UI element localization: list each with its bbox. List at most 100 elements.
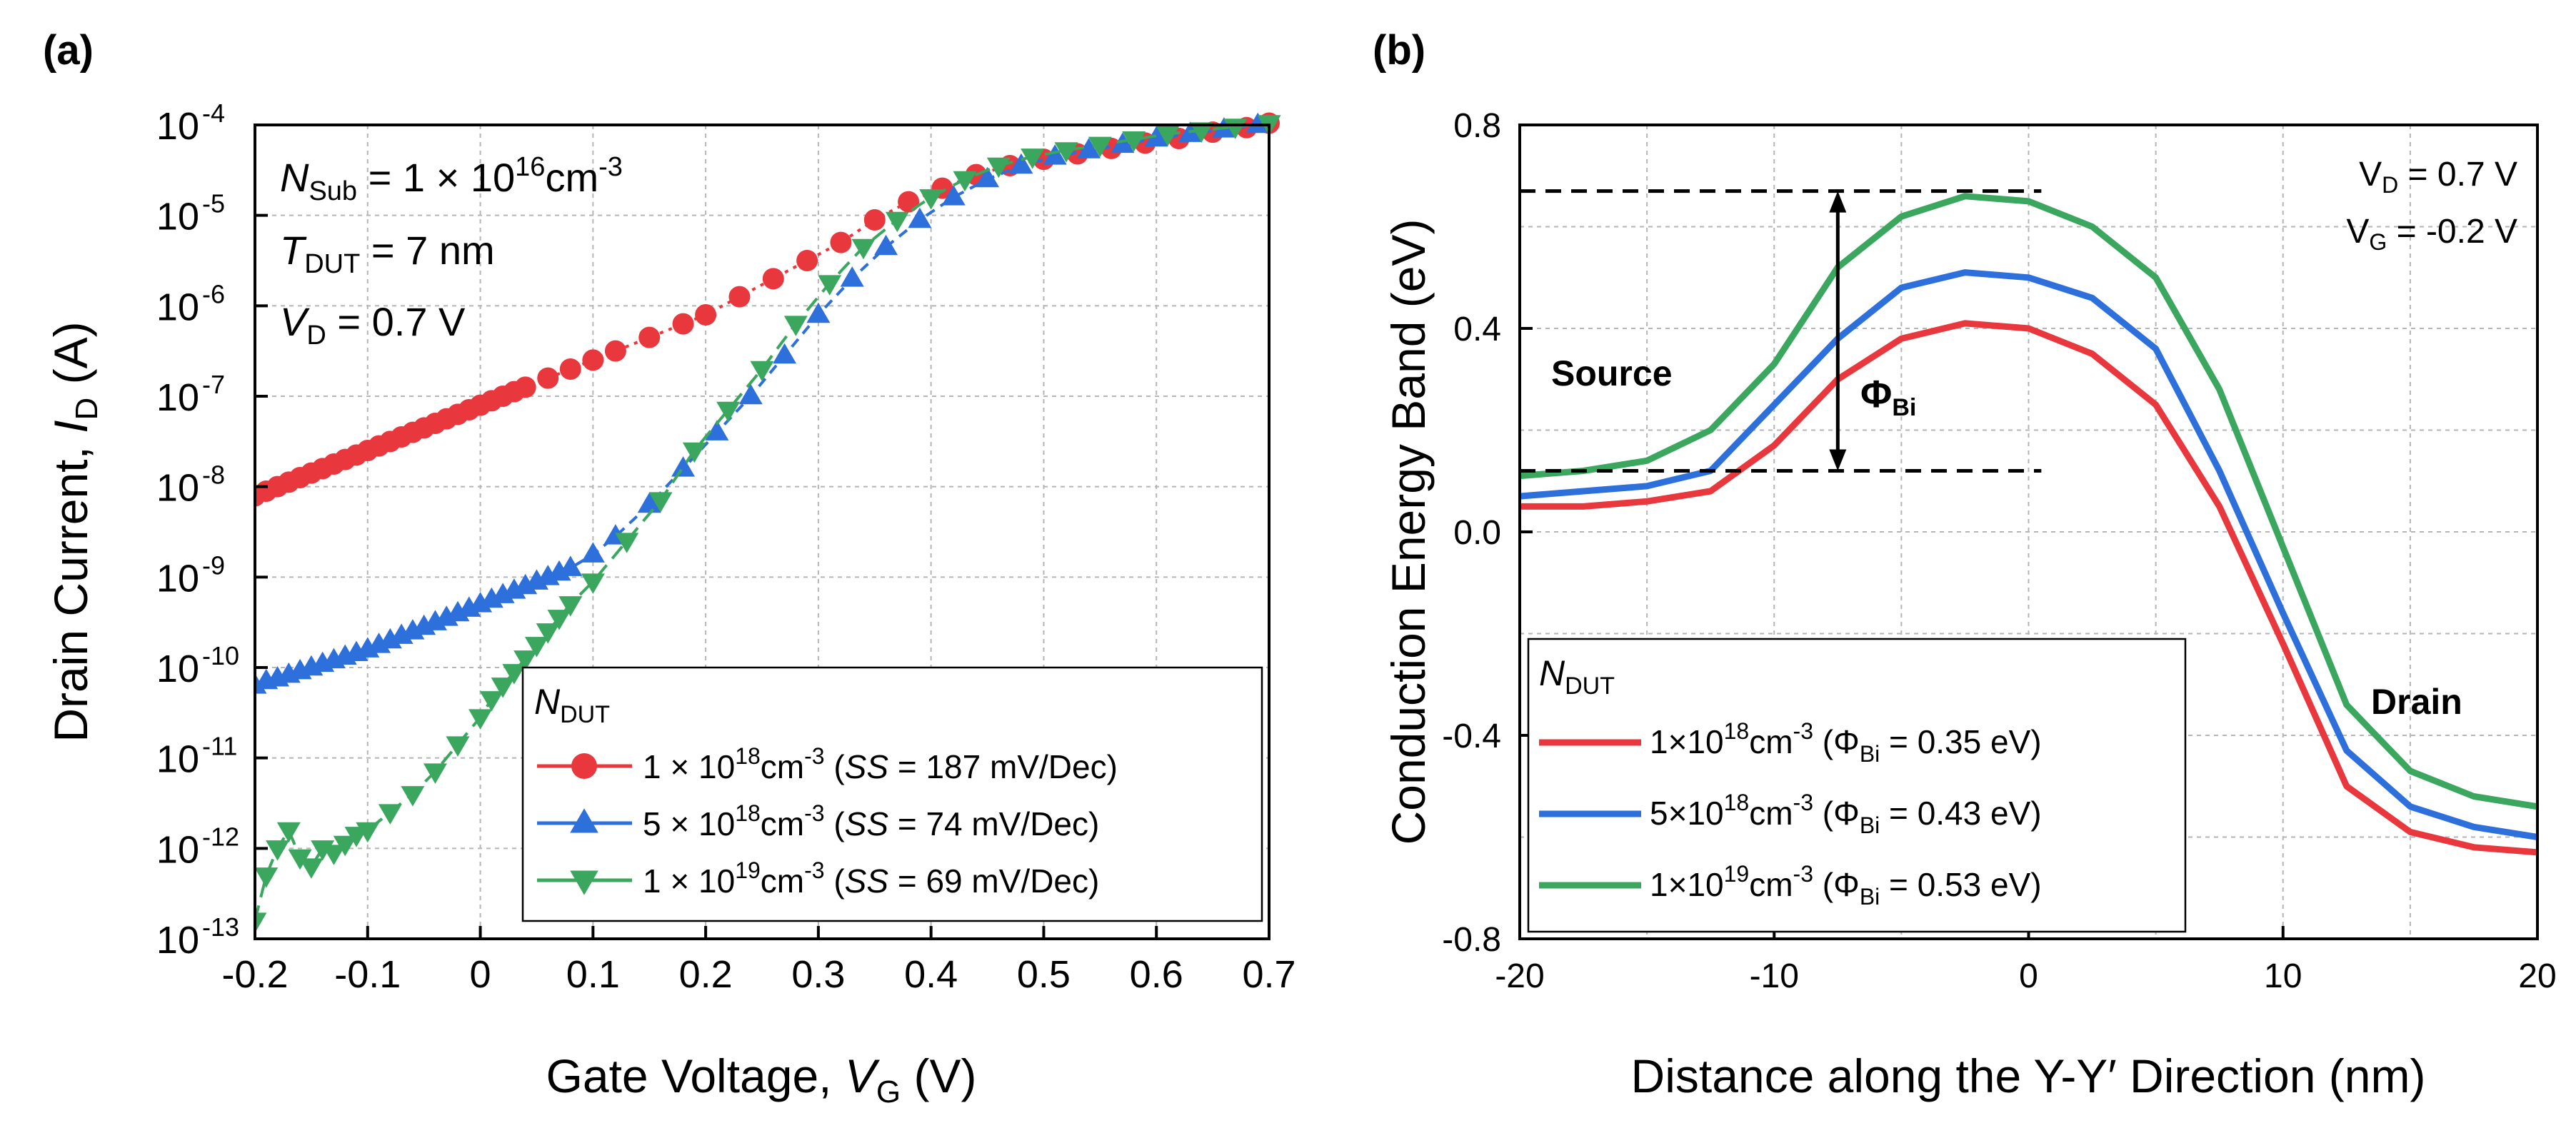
a-data-point-series-1 [762, 268, 784, 290]
a-legend-swatch-marker [570, 870, 598, 895]
a-data-point-series-3 [524, 637, 548, 658]
a-y-tick-label: 10 [156, 467, 199, 510]
a-y-tick-label: 10 [156, 648, 199, 690]
b-series-line-1 [1520, 320, 2538, 856]
a-data-point-series-3 [266, 840, 290, 861]
a-y-tick-exponent: -7 [202, 370, 225, 399]
a-legend-swatch-marker [571, 753, 597, 779]
b-annotation-source: Source [1551, 353, 1673, 393]
a-legend-entry-3: 1 × 1019cm-3 (SS = 69 mV/Dec) [643, 857, 1099, 900]
a-axes-frame [254, 124, 1271, 940]
panel-b-label: (b) [1373, 27, 1425, 74]
b-series-line-2 [1519, 269, 2538, 840]
a-y-tick-label: 10 [156, 105, 199, 148]
a-y-tick-label: 10 [156, 196, 199, 238]
a-data-point-series-2 [806, 302, 831, 323]
a-data-point-series-1 [638, 326, 661, 348]
a-legend-entry-2: 5 × 1018cm-3 (SS = 74 mV/Dec) [643, 800, 1099, 842]
a-data-point-series-2 [1077, 138, 1101, 158]
a-data-point-series-3 [288, 849, 312, 870]
b-y-tick-label: 0.4 [1453, 311, 1501, 348]
a-data-point-series-2 [941, 185, 966, 206]
a-data-point-series-3 [479, 691, 503, 712]
a-data-point-series-3 [491, 678, 515, 698]
a-data-point-series-3 [401, 786, 425, 807]
a-legend-box [521, 666, 1263, 922]
a-y-tick-exponent: -10 [202, 641, 239, 670]
a-annotation-tdut: TDUT = 7 nm [280, 228, 495, 279]
a-y-tick-exponent: -6 [202, 279, 225, 308]
a-x-axis-label: Gate Voltage, VG (V) [546, 1049, 977, 1109]
a-data-point-series-1 [672, 313, 694, 335]
b-barrier-arrow-head-down [1829, 449, 1847, 471]
a-data-point-series-3 [1189, 122, 1213, 143]
b-annotation-phi-bi: ΦBi [1860, 373, 1916, 421]
a-y-tick-exponent: -13 [202, 912, 239, 942]
a-data-point-series-1 [898, 191, 920, 213]
a-data-point-series-3 [513, 650, 538, 671]
a-data-point-series-1 [537, 367, 559, 389]
b-x-tick-label: -10 [1750, 957, 1799, 995]
b-y-tick-label: -0.4 [1442, 717, 1501, 755]
panel-a: (a) -0.2 -0.1 0 0.1 0.2 0.3 0.4 0.5 0.6 0.7 10 -13… [43, 27, 1296, 1109]
a-data-point-series-2 [738, 383, 763, 405]
a-data-point-series-3 [953, 171, 977, 192]
b-x-tick-label: 0 [2019, 957, 2038, 995]
a-data-point-series-3 [750, 361, 774, 382]
b-x-axis-label: Distance along the Y-Y′ Direction (nm) [1631, 1049, 2426, 1102]
a-x-tick-label: 0.1 [566, 953, 620, 996]
a-x-tick-label: 0 [470, 953, 491, 996]
a-data-point-series-2 [637, 492, 661, 513]
a-data-point-series-3 [818, 275, 842, 296]
a-data-point-series-3 [682, 442, 706, 463]
b-legend-entry-3: 1×1019cm-3 (ΦBi = 0.53 eV) [1650, 861, 2042, 910]
a-y-tick-label: 10 [156, 557, 199, 600]
a-data-point-series-2 [581, 542, 605, 563]
a-data-point-series-2 [976, 166, 1000, 188]
b-plot-area [1519, 193, 2538, 856]
a-data-point-series-3 [468, 709, 493, 730]
a-data-point-series-2 [840, 266, 864, 287]
a-y-ticks: 10-1310-1210-1110-1010-910-810-710-610-5… [156, 99, 268, 962]
b-legend-swatches [1539, 739, 1641, 889]
a-data-point-series-2 [908, 207, 932, 228]
a-data-point-series-3 [1156, 126, 1180, 146]
a-y-tick-exponent: -8 [202, 460, 225, 490]
a-data-point-series-1 [695, 304, 717, 326]
a-data-point-series-3 [276, 822, 301, 843]
a-data-point-series-1 [582, 349, 604, 371]
a-data-point-series-2 [705, 420, 729, 440]
a-data-point-series-2 [671, 456, 696, 477]
b-x-tick-label: 10 [2264, 957, 2302, 995]
a-data-point-series-3 [986, 157, 1011, 178]
a-x-ticks: -0.2 -0.1 0 0.1 0.2 0.3 0.4 0.5 0.6 0.7 [221, 926, 1296, 996]
a-data-point-series-3 [1021, 148, 1045, 169]
a-data-point-series-3 [615, 533, 639, 553]
a-legend-title: NDUT [534, 682, 610, 728]
a-y-axis-label: Drain Current, ID (A) [44, 321, 104, 742]
a-y-tick-exponent: -11 [202, 732, 237, 761]
panel-b: (b) -20 -10 0 10 20 -0.8 -0.4 0.0 0.4 0.8 Distan… [1373, 27, 2557, 1102]
a-plot-area [255, 112, 1281, 933]
b-y-tick-label: 0.8 [1453, 107, 1501, 145]
a-legend-swatch-marker [570, 808, 598, 833]
a-data-point-series-3 [1088, 136, 1112, 158]
a-x-tick-label: -0.1 [334, 953, 401, 996]
a-data-point-series-3 [581, 573, 605, 594]
b-legend-title: NDUT [1539, 653, 1615, 700]
a-data-point-series-3 [321, 845, 346, 865]
a-x-tick-label: 0.5 [1017, 953, 1071, 996]
b-x-tick-label: 20 [2518, 957, 2556, 995]
a-data-point-series-3 [299, 858, 324, 879]
b-y-tick-label: 0.0 [1453, 514, 1501, 552]
a-legend-swatches [537, 753, 632, 895]
a-y-tick-exponent: -5 [202, 189, 225, 218]
a-data-point-series-3 [356, 822, 380, 843]
a-data-point-series-3 [333, 835, 357, 857]
a-data-point-series-1 [728, 286, 751, 308]
a-data-point-series-3 [1054, 142, 1078, 163]
b-y-tick-label: -0.8 [1442, 921, 1501, 959]
a-y-tick-label: 10 [156, 738, 199, 781]
a-legend: NDUT 1 × 1018cm-3 (SS = 187 mV/Dec) 5 × … [521, 666, 1263, 922]
